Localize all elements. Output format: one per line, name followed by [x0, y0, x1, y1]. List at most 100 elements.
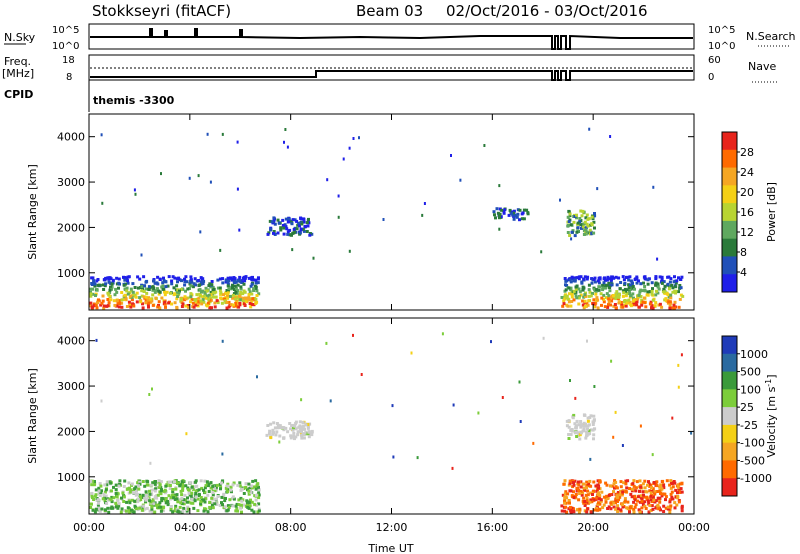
- data-cell: [209, 481, 213, 485]
- data-cell: [611, 501, 615, 505]
- data-cell: [287, 217, 291, 221]
- data-cell: [585, 277, 589, 281]
- data-cell: [146, 497, 150, 501]
- scatter-point: [392, 455, 395, 459]
- data-cell: [275, 422, 279, 425]
- data-cell: [582, 277, 586, 281]
- data-cell: [629, 283, 632, 287]
- data-cell: [207, 482, 211, 486]
- data-cell: [244, 275, 248, 279]
- data-cell: [569, 433, 573, 436]
- data-cell: [175, 306, 179, 310]
- data-cell: [653, 304, 657, 308]
- data-cell: [250, 484, 253, 488]
- data-cell: [621, 505, 625, 509]
- data-cell: [239, 285, 243, 289]
- data-cell: [570, 428, 574, 431]
- scatter-point: [612, 435, 615, 439]
- data-cell: [155, 287, 159, 291]
- data-cell: [174, 506, 177, 510]
- data-cell: [590, 223, 594, 227]
- scatter-point: [95, 338, 98, 342]
- data-cell: [577, 483, 581, 487]
- data-cell: [586, 500, 589, 504]
- data-cell: [225, 306, 229, 310]
- colorbar-tick-label: 500: [740, 366, 761, 379]
- data-cell: [621, 305, 625, 309]
- colorbar-frame: [721, 335, 738, 497]
- data-cell: [590, 281, 594, 285]
- data-cell: [136, 286, 140, 290]
- data-cell: [180, 279, 183, 283]
- data-cell: [563, 499, 566, 503]
- data-cell: [567, 499, 571, 503]
- data-cell: [216, 495, 220, 498]
- data-cell: [98, 509, 102, 513]
- data-cell: [176, 295, 180, 298]
- data-cell: [120, 496, 123, 500]
- data-cell: [272, 218, 276, 222]
- data-cell: [584, 422, 588, 426]
- data-cell: [103, 483, 107, 487]
- data-cell: [657, 507, 661, 511]
- data-cell: [635, 480, 639, 484]
- data-cell: [586, 489, 590, 493]
- data-cell: [249, 498, 252, 502]
- data-cell: [574, 493, 578, 496]
- data-cell: [635, 303, 639, 307]
- data-cell: [173, 276, 177, 280]
- data-cell: [615, 494, 619, 498]
- data-cell: [586, 224, 590, 228]
- data-cell: [239, 287, 243, 291]
- data-cell: [671, 485, 675, 489]
- data-cell: [136, 492, 139, 496]
- data-cell: [163, 290, 166, 294]
- data-cell: [563, 495, 567, 499]
- data-cell: [310, 429, 314, 433]
- scatter-point: [197, 174, 200, 178]
- data-cell: [126, 275, 130, 279]
- data-cell: [181, 302, 185, 306]
- data-cell: [629, 506, 632, 510]
- data-cell: [638, 489, 641, 493]
- data-cell: [560, 296, 564, 299]
- data-cell: [106, 506, 110, 510]
- scatter-point: [532, 441, 535, 445]
- data-cell: [640, 506, 644, 510]
- data-cell: [109, 506, 113, 510]
- data-cell: [275, 430, 279, 434]
- data-cell: [281, 218, 285, 222]
- data-cell: [616, 495, 619, 499]
- data-cell: [157, 481, 161, 484]
- data-cell: [574, 294, 578, 298]
- data-cell: [594, 484, 598, 488]
- data-cell: [637, 508, 641, 512]
- data-cell: [159, 492, 163, 496]
- scatter-point: [348, 146, 351, 150]
- data-cell: [247, 276, 251, 280]
- data-cell: [639, 282, 643, 286]
- data-cell: [626, 500, 630, 504]
- data-cell: [127, 300, 131, 304]
- data-cell: [207, 284, 211, 288]
- data-cell: [641, 482, 645, 486]
- colorbar-segment: [722, 220, 737, 240]
- data-cell: [593, 427, 596, 431]
- data-cell: [244, 482, 248, 486]
- data-cell: [587, 288, 591, 292]
- data-cell: [645, 495, 649, 499]
- data-cell: [157, 479, 161, 483]
- data-cell: [632, 484, 636, 488]
- data-cell: [91, 287, 95, 291]
- data-cell: [561, 304, 565, 308]
- data-cell: [93, 510, 97, 514]
- data-cell: [254, 281, 258, 285]
- data-cell: [135, 487, 138, 491]
- data-cell: [626, 479, 630, 483]
- data-cell: [150, 505, 154, 509]
- data-cell: [157, 485, 161, 489]
- data-cell: [669, 296, 673, 300]
- x-tick-label: 00:00: [73, 521, 105, 534]
- data-cell: [210, 496, 214, 500]
- data-cell: [97, 507, 101, 511]
